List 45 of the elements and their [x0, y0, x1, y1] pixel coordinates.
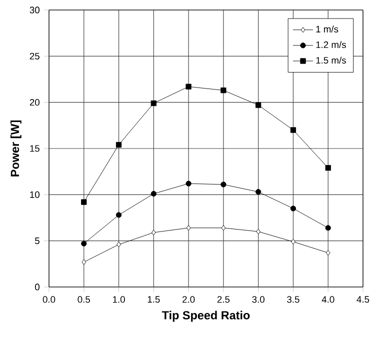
point: [150, 190, 156, 197]
legend-label: 1.5 m/s: [316, 56, 346, 64]
legend-label: 1.2 m/s: [316, 41, 346, 48]
point: [221, 225, 226, 231]
point: [81, 240, 87, 246]
y-tick-label: 5: [35, 238, 40, 244]
x-tick-label: 0.0: [42, 296, 56, 303]
y-tick-label: 20: [30, 99, 40, 106]
x-tick-label: 3.0: [252, 296, 264, 303]
x-tick-label: 4.0: [322, 296, 334, 303]
y-tick-label: 25: [30, 52, 40, 60]
point: [81, 199, 87, 205]
point: [290, 206, 296, 212]
point: [151, 230, 156, 236]
point: [256, 189, 262, 195]
point: [82, 259, 86, 265]
point: [256, 228, 260, 234]
point: [325, 225, 331, 231]
point: [186, 84, 192, 90]
y-tick-label: 0: [35, 284, 40, 290]
x-tick-label: 4.5: [356, 296, 370, 303]
x-tick-label: 2.5: [217, 296, 230, 303]
x-tick-label: 3.5: [287, 296, 300, 303]
y-tick-label: 15: [30, 145, 40, 152]
x-tick-label: 0.5: [78, 296, 90, 303]
point: [326, 250, 330, 256]
y-tick-label: 30: [30, 6, 40, 14]
y-tick-label: 10: [30, 191, 40, 198]
point: [186, 225, 191, 231]
point: [186, 180, 192, 186]
x-tick-label: 1.0: [112, 296, 125, 303]
point: [325, 165, 331, 171]
point: [256, 102, 262, 108]
point: [150, 100, 156, 106]
point: [220, 88, 226, 94]
point: [290, 127, 296, 133]
x-tick-label: 1.5: [148, 296, 160, 303]
point: [116, 242, 121, 248]
y-axis-title: Power [W]: [10, 120, 22, 176]
point: [220, 182, 226, 188]
point: [116, 212, 122, 218]
x-axis-title: Tip Speed Ratio: [162, 310, 250, 322]
x-tick-label: 2.0: [182, 296, 195, 303]
point: [116, 142, 122, 148]
legend-label: 1 m/s: [316, 26, 338, 32]
